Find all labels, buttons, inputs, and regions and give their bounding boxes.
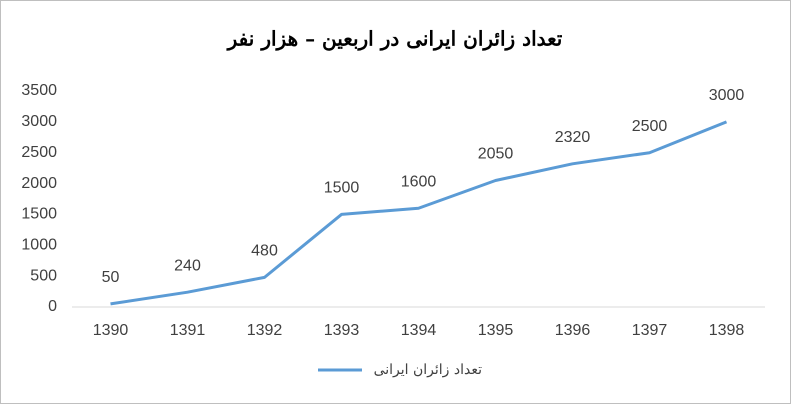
x-tick-label: 1397 (632, 322, 668, 339)
x-tick-label: 1396 (555, 322, 591, 339)
data-label: 3000 (709, 87, 745, 104)
x-tick-label: 1395 (478, 322, 514, 339)
y-tick-label: 2000 (21, 175, 57, 192)
x-tick-label: 1390 (93, 322, 129, 339)
data-label: 240 (174, 257, 201, 274)
y-tick-label: 3000 (21, 113, 57, 130)
data-label: 2500 (632, 118, 668, 135)
y-tick-label: 2500 (21, 144, 57, 161)
y-tick-label: 500 (30, 267, 57, 284)
data-label: 2320 (555, 129, 591, 146)
data-label: 1500 (324, 180, 360, 197)
x-tick-label: 1394 (401, 322, 437, 339)
x-tick-label: 1398 (709, 322, 745, 339)
y-tick-label: 1000 (21, 237, 57, 254)
x-tick-label: 1391 (170, 322, 206, 339)
data-label: 480 (251, 243, 278, 260)
legend-label: تعداد زائران ایرانی (374, 362, 483, 378)
x-tick-label: 1392 (247, 322, 283, 339)
chart-title: تعداد زائران ایرانی در اربعین – هزار نفر (226, 27, 563, 52)
y-tick-label: 3500 (21, 82, 57, 99)
data-label: 1600 (401, 173, 437, 190)
data-line (110, 120, 728, 306)
x-tick-label: 1393 (324, 322, 360, 339)
data-label: 2050 (478, 146, 514, 163)
y-tick-label: 0 (48, 298, 57, 315)
data-label: 50 (102, 269, 120, 286)
y-tick-label: 1500 (21, 206, 57, 223)
